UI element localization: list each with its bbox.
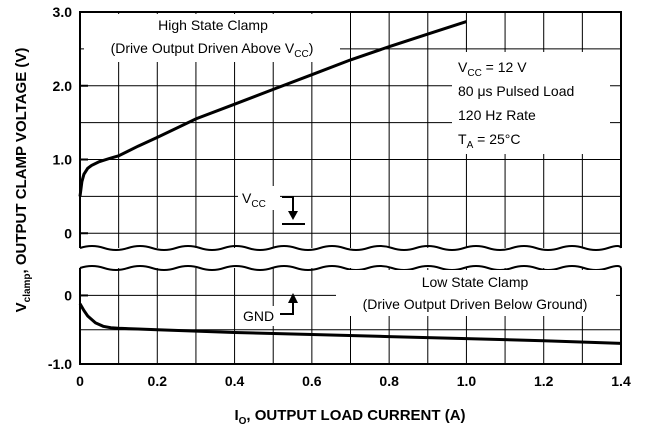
y-tick-label: -1.0 [48, 356, 72, 372]
x-tick-label: 0.8 [379, 373, 399, 389]
x-tick-label: 0 [76, 373, 84, 389]
x-tick-label: 0.4 [225, 373, 245, 389]
y-tick-label: 0 [64, 287, 72, 303]
condition-temperature: TA = 25°C [458, 131, 520, 151]
high-panel-break-line [79, 245, 622, 251]
gnd-marker-bg [240, 306, 284, 326]
y-tick-labels: 3.0 2.0 1.0 0 0 -1.0 [48, 4, 88, 372]
x-tick-label: 1.4 [611, 373, 631, 389]
low-annotation-line2: (Drive Output Driven Below Ground) [363, 296, 588, 312]
y-tick-label: 0 [64, 225, 72, 241]
x-tick-label: 0.2 [148, 373, 168, 389]
x-tick-label: 0.6 [302, 373, 322, 389]
low-annotation-line1: Low State Clamp [422, 274, 529, 290]
high-annotation-line1: High State Clamp [158, 17, 268, 33]
condition-pulse: 80 μs Pulsed Load [458, 83, 574, 99]
y-tick-label: 1.0 [53, 152, 73, 168]
high-annotation-line2: (Drive Output Driven Above VCC) [111, 40, 314, 60]
vcc-marker-arrow [282, 196, 305, 225]
y-tick-label: 3.0 [53, 4, 73, 20]
condition-vcc: VCC = 12 V [458, 59, 527, 79]
x-tick-labels: 0 0.2 0.4 0.6 0.8 1.0 1.2 1.4 [76, 373, 631, 389]
high-annotation-bg [84, 14, 340, 62]
y-tick-label: 2.0 [53, 78, 73, 94]
gnd-marker-label: GND [243, 308, 274, 324]
y-axis-title: Vclamp, OUTPUT CLAMP VOLTAGE (V) [13, 48, 33, 313]
x-tick-label: 1.2 [534, 373, 554, 389]
x-axis-title: IO, OUTPUT LOAD CURRENT (A) [234, 407, 465, 427]
vcc-marker-label: VCC [242, 190, 266, 210]
vcc-marker-bg [238, 186, 280, 210]
conditions-box-bg [452, 52, 610, 154]
condition-rate: 120 Hz Rate [458, 107, 536, 123]
high-panel-frame [79, 11, 622, 248]
gnd-marker-arrow [280, 293, 298, 315]
low-annotation-bg [336, 270, 616, 316]
x-tick-label: 1.0 [457, 373, 477, 389]
low-panel-frame [79, 268, 622, 365]
low-state-clamp-curve [78, 302, 622, 345]
high-state-clamp-curve [78, 20, 467, 197]
